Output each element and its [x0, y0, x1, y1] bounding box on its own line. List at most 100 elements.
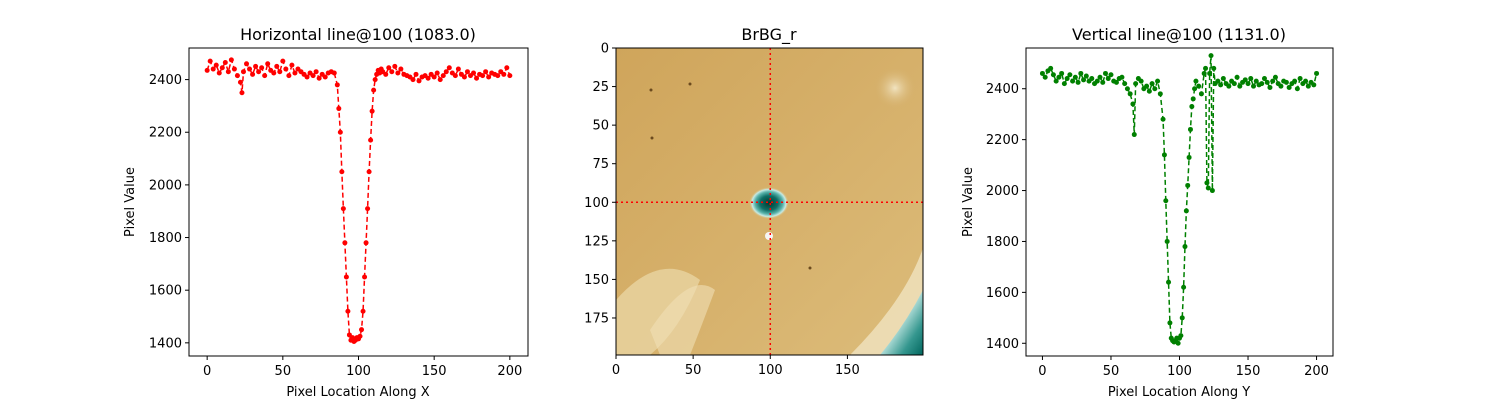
data-point [410, 77, 416, 83]
data-point [253, 63, 259, 69]
data-point [474, 75, 480, 81]
data-point [239, 90, 245, 96]
data-point [365, 206, 371, 212]
data-point [437, 77, 443, 83]
data-point [1094, 78, 1100, 84]
data-point [1190, 96, 1196, 102]
data-point [334, 82, 340, 88]
data-point [310, 73, 316, 79]
data-point [483, 69, 489, 75]
data-point [234, 73, 240, 79]
data-point [1070, 78, 1076, 84]
data-point [1181, 284, 1187, 290]
data-point [304, 74, 310, 80]
horizontal-plot-title: Horizontal line@100 (1083.0) [240, 25, 476, 44]
data-point [413, 71, 419, 77]
data-point [1113, 79, 1119, 85]
data-point [1164, 238, 1170, 244]
heatmap-image [616, 48, 923, 355]
data-point [1067, 72, 1073, 78]
y-tick-label: 2200 [149, 126, 182, 141]
data-point [1119, 74, 1125, 80]
data-point [1102, 70, 1108, 76]
x-tick-label: 150 [1236, 364, 1261, 379]
data-point [244, 61, 250, 67]
data-point [286, 73, 292, 79]
data-point [1297, 76, 1303, 82]
y-tick-label: 1800 [149, 231, 182, 246]
data-point [247, 66, 253, 72]
x-tick-label: 150 [835, 363, 860, 378]
data-point [504, 65, 510, 71]
vertical-profile-plot: Vertical line@100 (1131.0) Pixel Locatio… [961, 25, 1334, 400]
data-point [250, 71, 256, 77]
data-point [1208, 53, 1214, 59]
data-point [343, 274, 349, 280]
data-point [1155, 78, 1161, 84]
series-line [206, 57, 511, 343]
y-tick-label: 125 [584, 234, 609, 249]
y-tick-label: 1600 [149, 284, 182, 299]
data-point [383, 71, 389, 77]
data-point [1248, 76, 1254, 82]
data-point [1146, 88, 1152, 94]
data-point [357, 333, 363, 339]
heatmap-frame [615, 47, 924, 356]
data-point [495, 73, 501, 79]
data-point [280, 58, 286, 64]
y-tick-label: 2400 [149, 73, 182, 88]
y-tick-label: 1400 [986, 337, 1019, 352]
data-point [1226, 83, 1232, 89]
data-point [1059, 70, 1065, 76]
data-point [231, 66, 237, 72]
data-point [1056, 74, 1062, 80]
y-tick-label: 2000 [986, 184, 1019, 199]
data-point [1138, 78, 1144, 84]
y-tick-label: 2200 [986, 133, 1019, 148]
data-point [1124, 86, 1130, 92]
data-point [1267, 84, 1273, 90]
vertical-plot-frame [1025, 47, 1334, 357]
data-point [345, 308, 351, 314]
data-point [274, 63, 280, 69]
data-point [1160, 116, 1166, 122]
data-point [1081, 77, 1087, 83]
data-point [1292, 78, 1298, 84]
data-point [1203, 65, 1209, 71]
data-point [368, 137, 374, 143]
data-point [271, 70, 277, 76]
data-point [340, 206, 346, 212]
data-point [366, 169, 372, 175]
data-point [1166, 279, 1172, 285]
data-point [1105, 76, 1111, 82]
data-point [1131, 132, 1137, 138]
vertical-plot-xlabel: Pixel Location Along Y [1108, 385, 1250, 400]
data-point [256, 69, 262, 75]
y-tick-label: 100 [584, 196, 609, 211]
data-point [1130, 101, 1136, 107]
data-point [219, 65, 225, 71]
data-point [507, 73, 513, 79]
heatmap-marks: 0 50 100 150 0 25 50 75 100 125 150 175 [584, 42, 923, 378]
data-point [398, 66, 404, 72]
data-point [1163, 198, 1169, 204]
data-point [331, 70, 337, 76]
data-point [342, 240, 348, 246]
data-point [228, 57, 234, 63]
heatmap-panel: BrBG_r [584, 25, 924, 378]
horizontal-plot-frame [188, 47, 529, 357]
data-point [443, 69, 449, 75]
data-point [207, 58, 213, 64]
data-point [1314, 70, 1320, 76]
data-point [1157, 91, 1163, 97]
data-point [1083, 73, 1089, 79]
data-point [1220, 76, 1226, 82]
data-point [336, 106, 342, 112]
data-point [452, 73, 458, 79]
data-point [1311, 82, 1317, 88]
data-point [446, 65, 452, 71]
data-point [1218, 82, 1224, 88]
x-tick-label: 150 [422, 364, 447, 379]
data-point [283, 66, 289, 72]
data-point [1205, 185, 1211, 191]
